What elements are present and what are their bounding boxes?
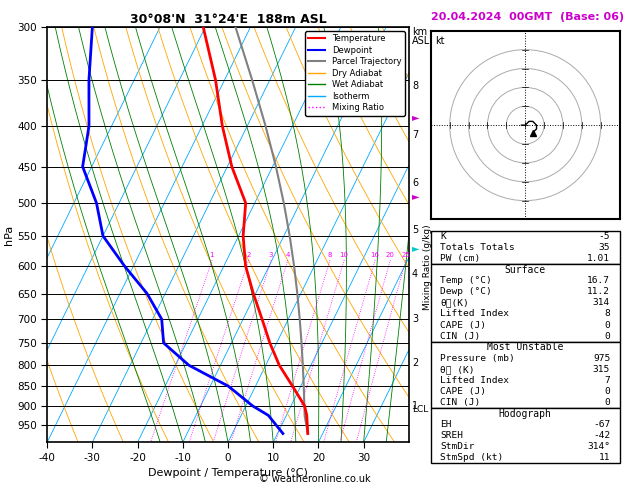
Text: 0: 0 xyxy=(604,387,610,396)
Text: -5: -5 xyxy=(599,232,610,241)
Text: 2: 2 xyxy=(412,358,418,368)
Text: 1.01: 1.01 xyxy=(587,254,610,263)
Text: Pressure (mb): Pressure (mb) xyxy=(440,354,515,363)
Text: 2: 2 xyxy=(246,252,250,258)
Text: 16: 16 xyxy=(370,252,379,258)
Text: 8: 8 xyxy=(412,81,418,91)
Text: 975: 975 xyxy=(593,354,610,363)
Text: ASL: ASL xyxy=(412,36,430,47)
Text: ►: ► xyxy=(412,243,420,253)
Bar xyxy=(431,264,620,342)
Text: 4: 4 xyxy=(286,252,290,258)
Text: 314: 314 xyxy=(593,298,610,307)
Text: Totals Totals: Totals Totals xyxy=(440,243,515,252)
Text: 5: 5 xyxy=(412,225,418,235)
Text: CAPE (J): CAPE (J) xyxy=(440,320,486,330)
Text: 0: 0 xyxy=(604,331,610,341)
Text: SREH: SREH xyxy=(440,431,464,440)
Text: PW (cm): PW (cm) xyxy=(440,254,481,263)
Text: θᴁ (K): θᴁ (K) xyxy=(440,365,475,374)
Text: -67: -67 xyxy=(593,420,610,429)
Text: 1: 1 xyxy=(209,252,214,258)
Text: Dewp (°C): Dewp (°C) xyxy=(440,287,492,296)
Text: 0: 0 xyxy=(604,320,610,330)
Text: 314°: 314° xyxy=(587,442,610,451)
Text: CAPE (J): CAPE (J) xyxy=(440,387,486,396)
Text: Mixing Ratio (g/kg): Mixing Ratio (g/kg) xyxy=(423,225,431,310)
Text: CIN (J): CIN (J) xyxy=(440,398,481,407)
Y-axis label: hPa: hPa xyxy=(4,225,14,244)
Text: ►: ► xyxy=(412,191,420,201)
Text: 7: 7 xyxy=(604,376,610,385)
Text: 16.7: 16.7 xyxy=(587,276,610,285)
Text: Temp (°C): Temp (°C) xyxy=(440,276,492,285)
Text: StmDir: StmDir xyxy=(440,442,475,451)
Text: θᴁ(K): θᴁ(K) xyxy=(440,298,469,307)
Text: ►: ► xyxy=(412,112,420,122)
Text: kt: kt xyxy=(435,36,444,47)
Text: 35: 35 xyxy=(599,243,610,252)
Text: Hodograph: Hodograph xyxy=(499,409,552,418)
Text: 3: 3 xyxy=(412,314,418,324)
Text: 0: 0 xyxy=(604,398,610,407)
Text: km: km xyxy=(412,27,427,37)
Text: 25: 25 xyxy=(401,252,410,258)
Text: Most Unstable: Most Unstable xyxy=(487,342,564,352)
Text: 8: 8 xyxy=(604,310,610,318)
Text: StmSpd (kt): StmSpd (kt) xyxy=(440,453,504,463)
Text: EH: EH xyxy=(440,420,452,429)
Text: 10: 10 xyxy=(340,252,348,258)
Text: CIN (J): CIN (J) xyxy=(440,331,481,341)
Legend: Temperature, Dewpoint, Parcel Trajectory, Dry Adiabat, Wet Adiabat, Isotherm, Mi: Temperature, Dewpoint, Parcel Trajectory… xyxy=(305,31,404,116)
Text: Lifted Index: Lifted Index xyxy=(440,376,509,385)
Text: © weatheronline.co.uk: © weatheronline.co.uk xyxy=(259,473,370,484)
Text: 20: 20 xyxy=(386,252,394,258)
Text: 7: 7 xyxy=(412,130,418,140)
Text: -42: -42 xyxy=(593,431,610,440)
Text: 20.04.2024  00GMT  (Base: 06): 20.04.2024 00GMT (Base: 06) xyxy=(431,12,624,22)
Text: Surface: Surface xyxy=(504,264,546,275)
Text: 8: 8 xyxy=(328,252,332,258)
Text: 6: 6 xyxy=(412,178,418,188)
Text: LCL: LCL xyxy=(412,405,428,414)
Text: 3: 3 xyxy=(269,252,273,258)
Bar xyxy=(431,408,620,464)
Text: K: K xyxy=(440,232,446,241)
Bar xyxy=(431,231,620,264)
Text: Lifted Index: Lifted Index xyxy=(440,310,509,318)
X-axis label: Dewpoint / Temperature (°C): Dewpoint / Temperature (°C) xyxy=(148,468,308,478)
Title: 30°08'N  31°24'E  188m ASL: 30°08'N 31°24'E 188m ASL xyxy=(130,13,326,26)
Text: 11: 11 xyxy=(599,453,610,463)
Text: 1: 1 xyxy=(412,401,418,411)
Text: 315: 315 xyxy=(593,365,610,374)
Bar xyxy=(431,342,620,408)
Text: 11.2: 11.2 xyxy=(587,287,610,296)
Text: 4: 4 xyxy=(412,269,418,279)
